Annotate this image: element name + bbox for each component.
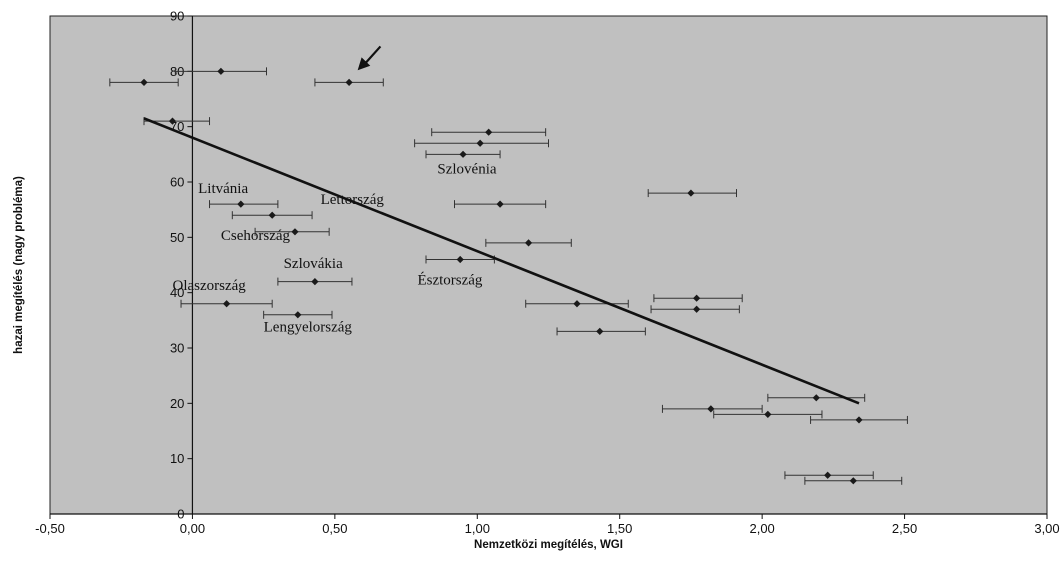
- data-point: [294, 311, 302, 319]
- y-axis-title: hazai megítélés (nagy probléma): [13, 176, 25, 354]
- data-point: [812, 394, 820, 402]
- data-point: [237, 200, 245, 208]
- country-label: Olaszország: [172, 278, 246, 294]
- data-point: [140, 78, 148, 86]
- data-point: [345, 78, 353, 86]
- plot-area: [49, 15, 1048, 515]
- data-point: [693, 305, 701, 313]
- x-tick-label: 2,00: [749, 521, 774, 536]
- y-tick-label: 60: [170, 175, 184, 190]
- y-tick-label: 90: [170, 9, 184, 24]
- y-tick-label: 50: [170, 230, 184, 245]
- y-tick-label: 40: [170, 285, 184, 300]
- x-tick-label: 0,00: [180, 521, 205, 536]
- arrow-annotation: [357, 45, 382, 71]
- data-point: [168, 117, 177, 125]
- x-tick-label: 0,50: [322, 521, 347, 536]
- data-point: [524, 239, 533, 247]
- country-label: Litvánia: [198, 181, 248, 197]
- data-point: [687, 189, 695, 197]
- y-tick-label: 0: [177, 507, 184, 522]
- data-point: [764, 410, 772, 418]
- country-label: Észtország: [417, 271, 482, 288]
- y-tick-label: 20: [170, 396, 184, 411]
- y-tick-label: 30: [170, 341, 184, 356]
- x-axis: -0,50 0,00 0,50 1,00 1,50 2,00 2,50 3,00: [35, 513, 1060, 536]
- data-points: [140, 67, 863, 485]
- data-point: [311, 278, 319, 286]
- country-label: Lengyelország: [264, 319, 353, 335]
- data-point: [456, 255, 464, 264]
- data-point: [707, 405, 715, 413]
- x-tick-label: 1,50: [607, 521, 632, 536]
- country-label: Szlovénia: [437, 162, 496, 178]
- arrow-head: [357, 57, 371, 71]
- x-tick-label: -0,50: [35, 521, 65, 536]
- country-labels: Litvánia Lettország Csehország Szlovénia Szl…: [172, 162, 496, 336]
- data-point: [223, 300, 231, 308]
- data-point: [596, 327, 604, 335]
- country-label: Lettország: [321, 192, 385, 208]
- trend-line: [143, 117, 860, 405]
- data-point: [849, 477, 857, 485]
- data-point: [291, 228, 299, 236]
- data-point: [496, 200, 504, 208]
- y-tick-label: 10: [170, 451, 184, 466]
- data-point: [476, 139, 484, 147]
- country-label: Szlovákia: [284, 256, 343, 272]
- data-point: [459, 150, 467, 158]
- x-tick-label: 3,00: [1034, 521, 1059, 536]
- data-point: [573, 300, 581, 308]
- x-axis-title: Nemzetközi megítélés, WGI: [474, 539, 623, 551]
- x-tick-label: 1,00: [465, 521, 490, 536]
- data-point: [485, 128, 493, 136]
- data-point: [855, 416, 863, 424]
- data-point: [824, 471, 832, 479]
- data-point: [217, 67, 225, 75]
- country-label: Csehország: [221, 228, 291, 244]
- data-point: [268, 211, 276, 219]
- data-point: [693, 294, 701, 302]
- x-tick-label: 2,50: [892, 521, 917, 536]
